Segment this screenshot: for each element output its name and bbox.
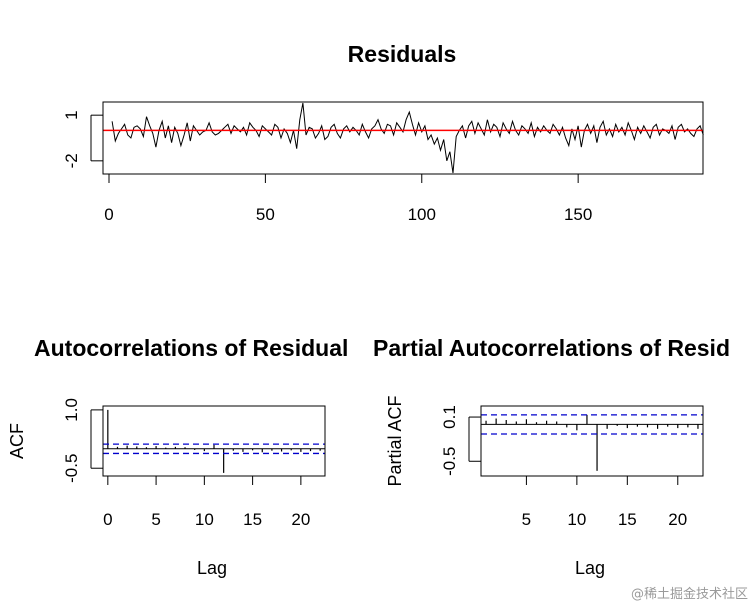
pacf-panel: Partial Autocorrelations of Resid 5 10 15 2…: [373, 335, 730, 578]
pacf-x-axis-label: Lag: [575, 558, 605, 578]
x-tick-label: 5: [151, 510, 160, 529]
watermark-text: @稀土掘金技术社区: [631, 586, 748, 602]
x-tick-label: 20: [668, 510, 687, 529]
residuals-tick-group: 0 50 100 150 1 -2: [62, 110, 592, 224]
pacf-plot-frame: [480, 405, 704, 477]
x-tick-label: 15: [243, 510, 262, 529]
pacf-y-axis-label: Partial ACF: [385, 395, 405, 486]
y-tick-label: -0.5: [62, 454, 81, 483]
x-tick-label: 10: [195, 510, 214, 529]
pacf-title: Partial Autocorrelations of Resid: [373, 335, 730, 361]
x-tick-label: 15: [618, 510, 637, 529]
y-tick-label: 1.0: [62, 398, 81, 422]
x-tick-label: 50: [256, 205, 275, 224]
residuals-title: Residuals: [348, 41, 457, 67]
residuals-plot-frame: [102, 101, 704, 175]
pacf-plot-area: [481, 414, 703, 471]
x-tick-label: 10: [567, 510, 586, 529]
x-tick-label: 150: [564, 205, 592, 224]
x-tick-label: 5: [522, 510, 531, 529]
acf-plot-area: [103, 409, 325, 473]
acf-x-axis-label: Lag: [197, 558, 227, 578]
residuals-plot-area: [103, 102, 704, 174]
acf-tick-group: 0 5 10 15 20 1.0 -0.5: [62, 398, 310, 529]
y-tick-label: -0.5: [440, 447, 459, 476]
y-tick-label: -2: [62, 153, 81, 168]
x-tick-label: 20: [291, 510, 310, 529]
x-tick-label: 0: [104, 205, 113, 224]
x-tick-label: 0: [103, 510, 112, 529]
pacf-tick-group: 5 10 15 20 0.1 -0.5: [440, 405, 687, 529]
acf-y-axis-label: ACF: [7, 423, 27, 459]
acf-panel: Autocorrelations of Residual 0 5 10 15 20 1.0…: [7, 335, 348, 578]
y-tick-label: 1: [62, 110, 81, 119]
x-tick-label: 100: [408, 205, 436, 224]
y-tick-label: 0.1: [440, 405, 459, 429]
residuals-panel: Residuals 0 50 100 150 1 -2: [62, 41, 704, 224]
acf-title: Autocorrelations of Residual: [34, 335, 348, 361]
residual-series-line: [111, 102, 704, 174]
acf-plot-frame: [102, 405, 326, 477]
